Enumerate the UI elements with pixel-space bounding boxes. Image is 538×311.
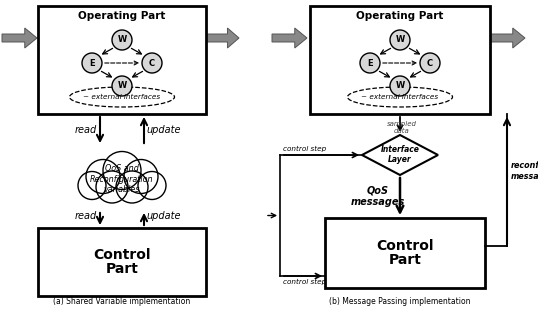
Text: E: E: [367, 58, 373, 67]
Polygon shape: [272, 28, 307, 48]
Polygon shape: [490, 28, 525, 48]
Circle shape: [124, 160, 158, 193]
Circle shape: [138, 171, 166, 199]
Circle shape: [116, 171, 148, 203]
Text: QoS
messages: QoS messages: [351, 186, 405, 207]
Circle shape: [390, 30, 410, 50]
Text: variables: variables: [104, 184, 140, 193]
Text: reconfiguraton
messages: reconfiguraton messages: [511, 161, 538, 181]
Circle shape: [103, 151, 141, 189]
Text: ~ external interfaces: ~ external interfaces: [83, 94, 160, 100]
Text: Control: Control: [376, 239, 434, 253]
Circle shape: [142, 53, 162, 73]
Text: (a) Shared Variable implementation: (a) Shared Variable implementation: [53, 298, 190, 307]
Circle shape: [78, 171, 106, 199]
Circle shape: [420, 53, 440, 73]
Text: Operating Part: Operating Part: [356, 11, 444, 21]
Polygon shape: [362, 135, 438, 175]
Text: control step: control step: [283, 146, 326, 152]
Text: Part: Part: [388, 253, 421, 267]
Polygon shape: [206, 28, 239, 48]
Text: ~ external interfaces: ~ external interfaces: [362, 94, 438, 100]
Circle shape: [82, 53, 102, 73]
Circle shape: [112, 30, 132, 50]
Text: sampled: sampled: [387, 121, 417, 127]
Text: Operating Part: Operating Part: [79, 11, 166, 21]
Text: W: W: [395, 81, 405, 91]
Circle shape: [390, 76, 410, 96]
Text: QoS and: QoS and: [105, 165, 139, 174]
Text: (b) Message Passing implementation: (b) Message Passing implementation: [329, 298, 471, 307]
Bar: [325, 218, 485, 288]
Circle shape: [96, 171, 128, 203]
Text: E: E: [89, 58, 95, 67]
Text: data: data: [394, 128, 410, 134]
Polygon shape: [2, 28, 37, 48]
Circle shape: [112, 76, 132, 96]
Text: update: update: [147, 125, 181, 135]
Text: W: W: [395, 35, 405, 44]
Text: read: read: [75, 125, 97, 135]
Bar: [38, 228, 206, 296]
Text: read: read: [75, 211, 97, 221]
Text: Layer: Layer: [388, 156, 412, 165]
Bar: [310, 6, 490, 114]
Text: W: W: [117, 81, 126, 91]
Text: Interface: Interface: [380, 146, 420, 155]
Text: C: C: [427, 58, 433, 67]
Bar: [38, 6, 206, 114]
Text: control step: control step: [283, 279, 326, 285]
Text: Control: Control: [93, 248, 151, 262]
Text: update: update: [147, 211, 181, 221]
Circle shape: [360, 53, 380, 73]
Text: Part: Part: [105, 262, 138, 276]
Text: C: C: [149, 58, 155, 67]
Circle shape: [86, 160, 120, 193]
Text: Reconfiguration: Reconfiguration: [90, 174, 154, 183]
Text: W: W: [117, 35, 126, 44]
